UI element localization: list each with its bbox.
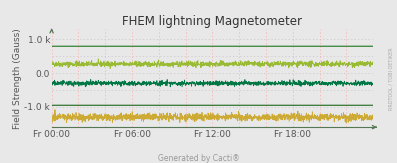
Y-axis label: Field Strength (Gauss): Field Strength (Gauss)	[13, 28, 22, 129]
Text: Generated by Cacti®: Generated by Cacti®	[158, 154, 239, 163]
Text: RRDTOOL / TOBI OETIKER: RRDTOOL / TOBI OETIKER	[389, 47, 393, 110]
Title: FHEM lightning Magnetometer: FHEM lightning Magnetometer	[122, 15, 303, 28]
